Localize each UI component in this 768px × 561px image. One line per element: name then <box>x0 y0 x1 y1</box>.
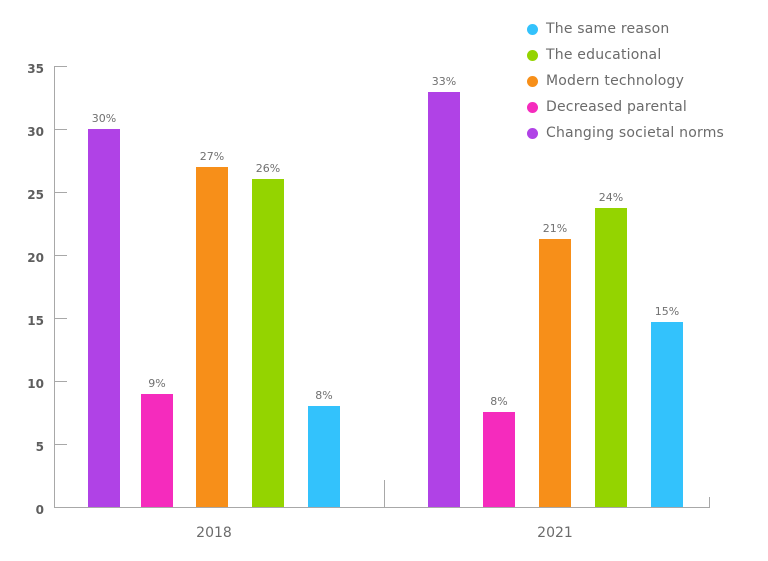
y-tick-label: 25 <box>27 188 44 202</box>
y-tick <box>54 66 67 67</box>
y-tick <box>54 318 67 319</box>
y-tick-label: 5 <box>35 440 44 454</box>
y-tick-label: 30 <box>27 125 44 139</box>
y-tick-label: 10 <box>27 377 44 391</box>
legend-dot-icon <box>527 101 538 113</box>
bar-value-label: 8% <box>490 395 508 408</box>
y-tick <box>54 381 67 382</box>
legend-label: Changing societal norms <box>546 125 725 141</box>
bar[interactable] <box>651 322 683 507</box>
y-tick <box>54 255 67 256</box>
legend-dot-icon <box>527 49 538 61</box>
y-tick-label: 0 <box>35 503 44 517</box>
legend-item-modern-technology[interactable]: Modern technology <box>527 68 724 94</box>
legend-item-same-reason[interactable]: The same reason <box>527 16 724 42</box>
y-tick <box>54 192 67 193</box>
bar[interactable] <box>428 92 460 507</box>
bar-value-label: 21% <box>542 222 568 235</box>
legend-dot-icon <box>527 127 538 139</box>
bar-value-label: 30% <box>91 112 117 125</box>
legend-dot-icon <box>527 23 538 35</box>
legend-label: The educational <box>546 47 662 63</box>
bar-value-label: 24% <box>598 191 624 204</box>
legend-item-decreased-parental[interactable]: Decreased parental <box>527 94 724 120</box>
group-separator-tick <box>384 480 385 507</box>
bar[interactable] <box>308 406 340 507</box>
bar-value-label: 26% <box>255 162 281 175</box>
bar[interactable] <box>252 179 284 507</box>
y-tick-label: 15 <box>27 314 44 328</box>
y-tick-label: 35 <box>27 62 44 76</box>
y-tick <box>54 444 67 445</box>
legend-label: Modern technology <box>546 73 685 89</box>
bar-value-label: 15% <box>654 305 680 318</box>
bar[interactable] <box>141 394 173 507</box>
bar[interactable] <box>595 208 627 507</box>
legend-item-changing-societal-norms[interactable]: Changing societal norms <box>527 120 724 146</box>
bar-value-label: 8% <box>315 389 333 402</box>
legend: The same reason The educational Modern t… <box>527 16 724 146</box>
legend-item-educational[interactable]: The educational <box>527 42 724 68</box>
bar[interactable] <box>196 167 228 507</box>
y-tick-label: 20 <box>27 251 44 265</box>
bar[interactable] <box>88 129 120 507</box>
x-label-2018: 2018 <box>196 525 232 541</box>
bar[interactable] <box>539 239 571 507</box>
bar-value-label: 27% <box>199 150 225 163</box>
legend-dot-icon <box>527 75 538 87</box>
x-label-2021: 2021 <box>537 525 573 541</box>
x-axis-end-tick <box>709 497 710 507</box>
y-axis-line <box>54 66 55 507</box>
x-axis-line <box>54 507 710 508</box>
y-tick <box>54 129 67 130</box>
legend-label: Decreased parental <box>546 99 687 115</box>
bar-value-label: 33% <box>431 75 457 88</box>
legend-label: The same reason <box>546 21 670 37</box>
bar[interactable] <box>483 412 515 507</box>
bar-value-label: 9% <box>148 377 166 390</box>
